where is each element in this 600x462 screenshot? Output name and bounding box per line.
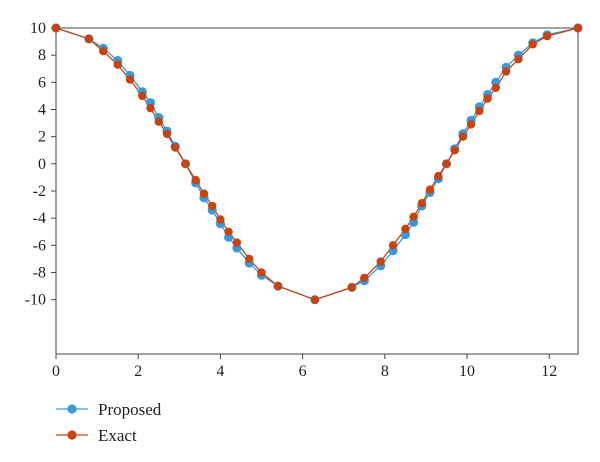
series-layer [51, 23, 583, 305]
legend-label: Exact [98, 426, 137, 445]
data-point-exact [162, 129, 172, 139]
data-point-exact [99, 46, 108, 56]
y-axis-ticks: 10 8 6 4 2 0 -2 -4 -6 -8 -10 [25, 20, 56, 309]
data-point-exact [450, 146, 459, 155]
data-point-exact [347, 283, 357, 292]
y-tick-label: -6 [33, 237, 46, 254]
data-point-exact [273, 281, 283, 291]
data-point-exact [475, 106, 484, 116]
y-tick-label: -8 [33, 265, 46, 282]
data-point-exact [125, 75, 135, 84]
data-point-exact [388, 241, 398, 250]
data-point-exact [501, 67, 511, 76]
data-point-exact [458, 132, 468, 141]
x-tick-label: 8 [381, 363, 389, 380]
y-tick-label: -4 [33, 210, 46, 227]
data-point-exact [199, 189, 209, 198]
y-tick-label: -10 [25, 292, 46, 309]
data-point-exact [466, 120, 476, 129]
data-point-exact [417, 199, 426, 208]
data-point-exact [573, 23, 583, 33]
y-tick-label: 10 [30, 20, 46, 37]
data-point-exact [434, 171, 443, 181]
legend-marker [67, 404, 77, 414]
data-point-exact [543, 31, 552, 41]
series-line-proposed [55, 27, 579, 301]
x-tick-label: 4 [216, 363, 224, 380]
data-point-exact [232, 238, 242, 247]
legend-marker [67, 430, 77, 440]
data-point-exact [84, 34, 94, 44]
data-point-exact [138, 91, 147, 101]
data-point-exact [257, 268, 266, 277]
legend-label: Proposed [98, 400, 162, 419]
x-tick-label: 0 [52, 363, 60, 380]
data-point-exact [310, 295, 320, 304]
y-tick-label: 4 [38, 102, 46, 119]
data-point-exact [360, 273, 369, 283]
data-point-exact [483, 94, 492, 103]
data-point-exact [491, 83, 500, 93]
data-point-exact [181, 159, 190, 168]
data-point-exact [171, 143, 180, 152]
data-point-exact [376, 257, 385, 266]
data-point-exact [154, 117, 163, 126]
x-tick-label: 10 [459, 363, 475, 380]
data-point-exact [514, 55, 523, 64]
y-tick-label: 6 [38, 74, 46, 91]
x-tick-label: 6 [299, 363, 307, 380]
y-tick-label: 8 [38, 47, 46, 64]
data-point-exact [216, 215, 225, 224]
data-point-exact [409, 212, 418, 221]
series-line-exact [55, 27, 579, 301]
data-point-exact [245, 254, 254, 264]
data-point-exact [528, 40, 537, 49]
x-tick-label: 12 [541, 363, 557, 380]
y-tick-label: -2 [33, 183, 46, 200]
data-point-exact [113, 60, 122, 69]
x-tick-label: 2 [134, 363, 142, 380]
data-point-exact [191, 175, 200, 185]
data-point-exact [51, 23, 61, 33]
data-point-exact [224, 227, 233, 236]
data-point-exact [425, 185, 435, 194]
legend: Proposed Exact [56, 400, 162, 445]
y-tick-label: 2 [38, 129, 46, 146]
data-point-exact [208, 201, 217, 211]
data-point-exact [401, 224, 410, 234]
x-axis-ticks: 0 2 4 6 8 10 12 [52, 354, 557, 380]
data-point-exact [146, 103, 155, 113]
data-point-exact [442, 159, 451, 168]
y-tick-label: 0 [38, 156, 46, 173]
